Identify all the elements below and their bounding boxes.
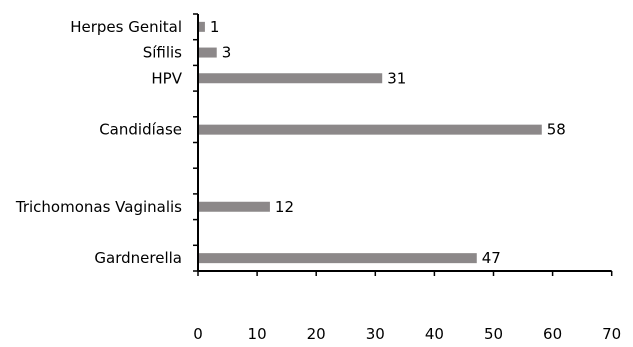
- labels-group: 0 10 20 30 40 50 60 70 Herpes Genital 1 Sífilis 3 HP…: [15, 18, 621, 343]
- bar: [199, 21, 205, 32]
- data-label: 3: [222, 44, 232, 62]
- data-label: 12: [275, 198, 294, 216]
- category-label: Sífilis: [143, 44, 182, 62]
- category-label: Candidíase: [99, 121, 182, 139]
- x-tick-label: 0: [193, 325, 203, 343]
- bar: [199, 253, 477, 264]
- data-label: 1: [210, 18, 220, 36]
- category-label: HPV: [151, 69, 182, 87]
- x-tick-label: 30: [366, 325, 385, 343]
- data-label: 31: [387, 69, 406, 87]
- data-label: 47: [482, 249, 501, 267]
- x-tick-label: 70: [602, 325, 621, 343]
- bar: [199, 124, 542, 135]
- bar: [199, 73, 383, 84]
- axes-group: [193, 13, 613, 276]
- category-label: Herpes Genital: [70, 18, 182, 36]
- x-tick-label: 20: [307, 325, 326, 343]
- bars-group: [199, 21, 542, 264]
- bar: [199, 47, 217, 58]
- x-tick-label: 40: [425, 325, 444, 343]
- x-tick-label: 10: [248, 325, 267, 343]
- x-tick-label: 60: [543, 325, 562, 343]
- data-label: 58: [547, 121, 566, 139]
- category-label: Gardnerella: [94, 249, 182, 267]
- bar: [199, 201, 270, 212]
- category-label: Trichomonas Vaginalis: [15, 198, 182, 216]
- x-tick-label: 50: [484, 325, 503, 343]
